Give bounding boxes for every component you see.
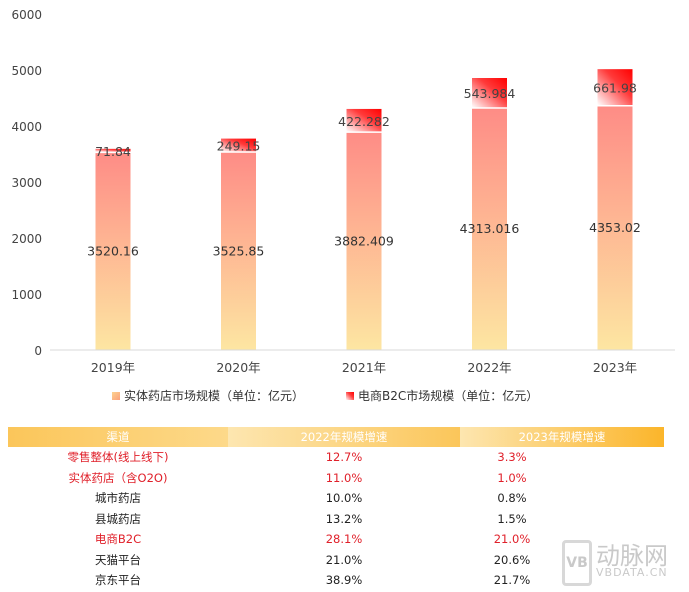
legend-swatch-store <box>112 392 120 400</box>
x-tick-label: 2021年 <box>342 360 386 375</box>
y-tick-label: 6000 <box>11 8 42 22</box>
x-tick-label: 2020年 <box>216 360 260 375</box>
bar-b2c <box>346 108 382 132</box>
growth-2023-cell: 3.3% <box>497 450 527 465</box>
table-row: 天猫平台 21.0% 20.6% <box>8 550 664 571</box>
growth-2022-cell: 28.1% <box>325 532 363 547</box>
watermark-cn: 动脉网 <box>596 542 668 570</box>
header-channel: 渠道 <box>8 427 228 447</box>
y-tick-label: 3000 <box>11 176 42 190</box>
bar-store <box>472 108 507 351</box>
bar-store <box>597 106 633 350</box>
table-row: 电商B2C 28.1% 21.0% <box>8 529 664 550</box>
growth-2023-cell: 21.7% <box>493 573 531 588</box>
growth-2023-cell: 1.5% <box>497 511 527 526</box>
y-tick-label: 2000 <box>11 232 42 246</box>
y-tick-label: 5000 <box>11 64 42 78</box>
table-row: 城市药店 10.0% 0.8% <box>8 488 664 509</box>
bar-b2c <box>95 148 131 152</box>
channel-cell: 城市药店 <box>95 491 141 506</box>
data-label-store: 4353.02 <box>589 220 641 235</box>
bar-b2c <box>221 138 256 152</box>
x-tick-label: 2023年 <box>593 360 637 375</box>
legend-label-store: 实体药店市场规模（单位：亿元） <box>124 388 304 403</box>
growth-2022-cell: 11.0% <box>325 470 363 485</box>
channel-cell: 县城药店 <box>95 511 141 526</box>
data-label-store: 3882.409 <box>334 233 394 248</box>
growth-2022-cell: 12.7% <box>325 450 363 465</box>
data-label-b2c: 661.98 <box>593 81 637 96</box>
growth-2022-cell: 13.2% <box>325 511 363 526</box>
bar-store <box>346 132 382 350</box>
data-label-b2c: 249.15 <box>217 139 261 154</box>
header-2023: 2023年规模增速 <box>460 427 664 447</box>
bar-b2c <box>472 78 507 108</box>
growth-2023-cell: 21.0% <box>493 532 531 547</box>
legend-swatch-b2c <box>346 392 354 400</box>
growth-2023-cell: 1.0% <box>497 470 527 485</box>
data-label-store: 3525.85 <box>213 243 265 258</box>
growth-2023-cell: 0.8% <box>497 491 527 506</box>
table-row: 零售整体(线上线下) 12.7% 3.3% <box>8 447 664 468</box>
x-tick-label: 2022年 <box>467 360 511 375</box>
vb-logo: VB <box>562 540 592 586</box>
legend-label-b2c: 电商B2C市场规模（单位：亿元） <box>358 388 538 403</box>
y-tick-label: 4000 <box>11 120 42 134</box>
bar-store <box>95 152 131 350</box>
growth-2023-cell: 20.6% <box>493 552 531 567</box>
data-label-b2c: 543.984 <box>464 86 516 101</box>
table-row: 县城药店 13.2% 1.5% <box>8 509 664 530</box>
channel-cell: 电商B2C <box>94 532 142 547</box>
growth-table: 渠道 2022年规模增速 2023年规模增速 零售整体(线上线下) 12.7% 3.… <box>8 427 664 591</box>
growth-2022-cell: 21.0% <box>325 552 363 567</box>
channel-cell: 天猫平台 <box>95 552 141 567</box>
growth-2022-cell: 10.0% <box>325 491 363 506</box>
channel-cell: 零售整体(线上线下) <box>67 450 169 465</box>
data-label-b2c: 71.84 <box>95 144 131 159</box>
table-row: 京东平台 38.9% 21.7% <box>8 570 664 591</box>
y-tick-label: 1000 <box>11 288 42 302</box>
bar-store <box>221 152 256 350</box>
stacked-bar-chart: 0 1000 2000 3000 4000 5000 6000 3520.16 71.84 352… <box>11 8 675 403</box>
watermark-en: VBDATA.CN <box>596 566 668 579</box>
header-2022: 2022年规模增速 <box>228 427 460 447</box>
legend: 实体药店市场规模（单位：亿元） 电商B2C市场规模（单位：亿元） <box>112 388 538 403</box>
table-row: 实体药店（含O2O) 11.0% 1.0% <box>8 468 664 489</box>
data-label-b2c: 422.282 <box>338 114 390 129</box>
bar-b2c <box>597 69 633 106</box>
y-tick-label: 0 <box>34 344 42 358</box>
channel-cell: 实体药店（含O2O) <box>68 470 168 485</box>
data-label-store: 3520.16 <box>87 243 139 258</box>
x-tick-label: 2019年 <box>91 360 135 375</box>
channel-cell: 京东平台 <box>95 573 141 588</box>
growth-2022-cell: 38.9% <box>325 573 363 588</box>
data-label-store: 4313.016 <box>460 221 520 236</box>
